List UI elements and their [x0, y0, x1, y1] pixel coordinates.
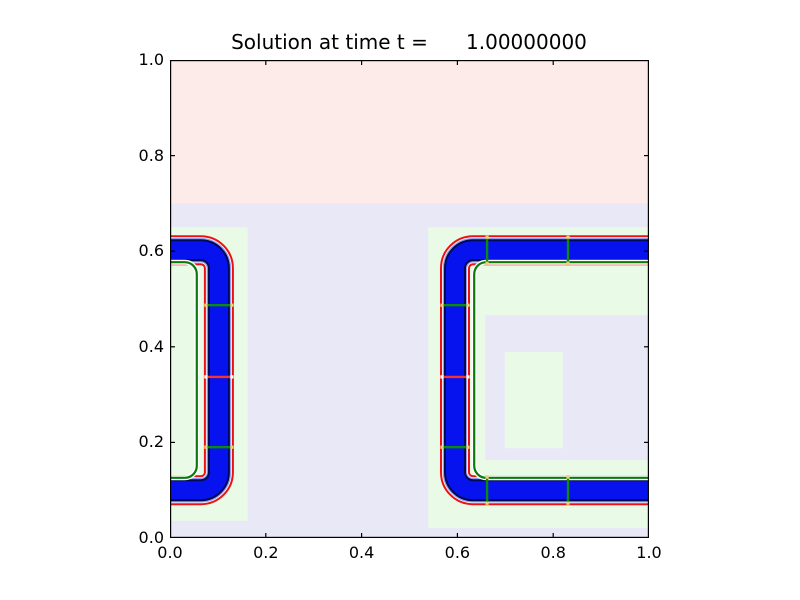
marker-end-dot: [485, 235, 489, 239]
marker-end-dot: [466, 303, 470, 307]
marker-end-dot: [485, 475, 489, 479]
left-bracket-band-blue: [170, 241, 228, 500]
marker-end-dot: [466, 445, 470, 449]
x-tick-label-0.0: 0.0: [157, 543, 183, 562]
marker-end-dot: [566, 475, 570, 479]
y-tick-label-1.0: 1.0: [138, 50, 164, 69]
marker-end-dot: [566, 235, 570, 239]
plot-title: Solution at time t = 1.00000000: [231, 30, 587, 54]
x-tick-label-0.2: 0.2: [253, 543, 279, 562]
marker-end-dot: [204, 375, 208, 379]
plot-svg: [170, 60, 649, 538]
marker-end-dot: [204, 445, 208, 449]
left-bracket-inner-contour: [170, 261, 198, 479]
marker-end-dot: [230, 375, 234, 379]
y-tick-label-0.6: 0.6: [138, 241, 164, 261]
y-tick-label-0.2: 0.2: [138, 432, 164, 452]
marker-end-dot: [230, 445, 234, 449]
x-tick-label-0.6: 0.6: [444, 543, 471, 562]
plot-content: [170, 60, 649, 538]
right-bracket-inner-contour: [473, 261, 649, 479]
y-tick-label-0.8: 0.8: [138, 145, 164, 165]
marker-end-dot: [440, 303, 444, 307]
region-upper-band: [170, 60, 649, 204]
x-tick-label-1.0: 1.0: [636, 543, 662, 562]
marker-end-dot: [440, 445, 444, 449]
marker-end-dot: [440, 375, 444, 379]
x-tick-label-0.8: 0.8: [540, 543, 566, 562]
marker-end-dot: [230, 303, 234, 307]
marker-end-dot: [566, 501, 570, 505]
marker-end-dot: [566, 261, 570, 265]
marker-end-dot: [466, 375, 470, 379]
right-bracket-band-blue: [446, 241, 649, 500]
y-tick-label-0.0: 0.0: [138, 528, 164, 547]
marker-end-dot: [485, 261, 489, 265]
x-tick-label-0.4: 0.4: [348, 543, 375, 562]
marker-end-dot: [204, 303, 208, 307]
region-inner-rect: [504, 352, 563, 449]
y-tick-label-0.4: 0.4: [138, 336, 164, 356]
plot-border: [170, 60, 649, 538]
marker-end-dot: [485, 501, 489, 505]
